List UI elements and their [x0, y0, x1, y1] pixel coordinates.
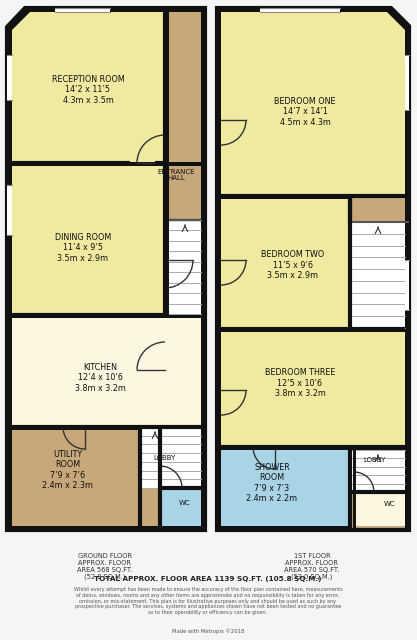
Polygon shape [221, 12, 405, 195]
Polygon shape [12, 166, 165, 314]
Polygon shape [354, 492, 405, 526]
Text: TOTAL APPROX. FLOOR AREA 1139 SQ.FT. (105.8 SQ.M.): TOTAL APPROX. FLOOR AREA 1139 SQ.FT. (10… [94, 576, 322, 582]
Text: Whilst every attempt has been made to ensure the accuracy of the floor plan cont: Whilst every attempt has been made to en… [74, 587, 342, 615]
Polygon shape [7, 185, 12, 235]
Text: 1ST FLOOR
APPROX. FLOOR
AREA 570 SQ.FT.
(53.0 SQ.M.): 1ST FLOOR APPROX. FLOOR AREA 570 SQ.FT. … [284, 553, 340, 580]
Polygon shape [169, 166, 201, 314]
Polygon shape [350, 450, 405, 492]
Polygon shape [160, 488, 201, 526]
Polygon shape [405, 260, 409, 310]
Polygon shape [12, 430, 138, 526]
Text: ENTRANCE
HALL: ENTRANCE HALL [157, 168, 195, 182]
Text: DINING ROOM
11’4 x 9’5
3.5m x 2.9m: DINING ROOM 11’4 x 9’5 3.5m x 2.9m [55, 233, 111, 263]
Polygon shape [260, 8, 340, 12]
Polygon shape [12, 318, 201, 426]
Text: Made with Metropix ©2018: Made with Metropix ©2018 [172, 628, 244, 634]
Polygon shape [55, 8, 110, 12]
Polygon shape [350, 222, 405, 328]
Text: BEDROOM TWO
11’5 x 9’6
3.5m x 2.9m: BEDROOM TWO 11’5 x 9’6 3.5m x 2.9m [261, 250, 324, 280]
Text: BEDROOM ONE
14’7 x 14’1
4.5m x 4.3m: BEDROOM ONE 14’7 x 14’1 4.5m x 4.3m [274, 97, 336, 127]
Text: LOBBY: LOBBY [154, 455, 176, 461]
Polygon shape [169, 12, 201, 162]
Polygon shape [12, 12, 165, 162]
Text: RECEPTION ROOM
14’2 x 11’5
4.3m x 3.5m: RECEPTION ROOM 14’2 x 11’5 4.3m x 3.5m [52, 75, 124, 105]
Polygon shape [140, 430, 201, 526]
Polygon shape [350, 222, 405, 328]
Polygon shape [7, 55, 12, 100]
Text: GROUND FLOOR
APPROX. FLOOR
AREA 568 SQ.FT.
(52.8 SQ.M.): GROUND FLOOR APPROX. FLOOR AREA 568 SQ.F… [77, 553, 133, 580]
Text: WC: WC [384, 501, 396, 507]
Text: BEDROOM THREE
12’5 x 10’6
3.8m x 3.2m: BEDROOM THREE 12’5 x 10’6 3.8m x 3.2m [265, 368, 335, 398]
Polygon shape [221, 450, 350, 526]
Text: KITCHEN
12’4 x 10’6
3.8m x 3.2m: KITCHEN 12’4 x 10’6 3.8m x 3.2m [75, 363, 126, 393]
Polygon shape [7, 8, 205, 530]
Text: SHOWER
ROOM
7’9 x 7’3
2.4m x 2.2m: SHOWER ROOM 7’9 x 7’3 2.4m x 2.2m [246, 463, 298, 503]
Polygon shape [221, 199, 350, 328]
Polygon shape [350, 450, 405, 530]
Polygon shape [405, 55, 409, 110]
Polygon shape [350, 195, 405, 222]
Polygon shape [140, 426, 201, 488]
Text: UTILITY
ROOM
7’9 x 7’6
2.4m x 2.3m: UTILITY ROOM 7’9 x 7’6 2.4m x 2.3m [43, 450, 93, 490]
Text: LOBBY: LOBBY [364, 457, 386, 463]
Polygon shape [217, 8, 409, 530]
Polygon shape [169, 220, 201, 314]
Text: WC: WC [179, 500, 191, 506]
Polygon shape [221, 332, 405, 446]
